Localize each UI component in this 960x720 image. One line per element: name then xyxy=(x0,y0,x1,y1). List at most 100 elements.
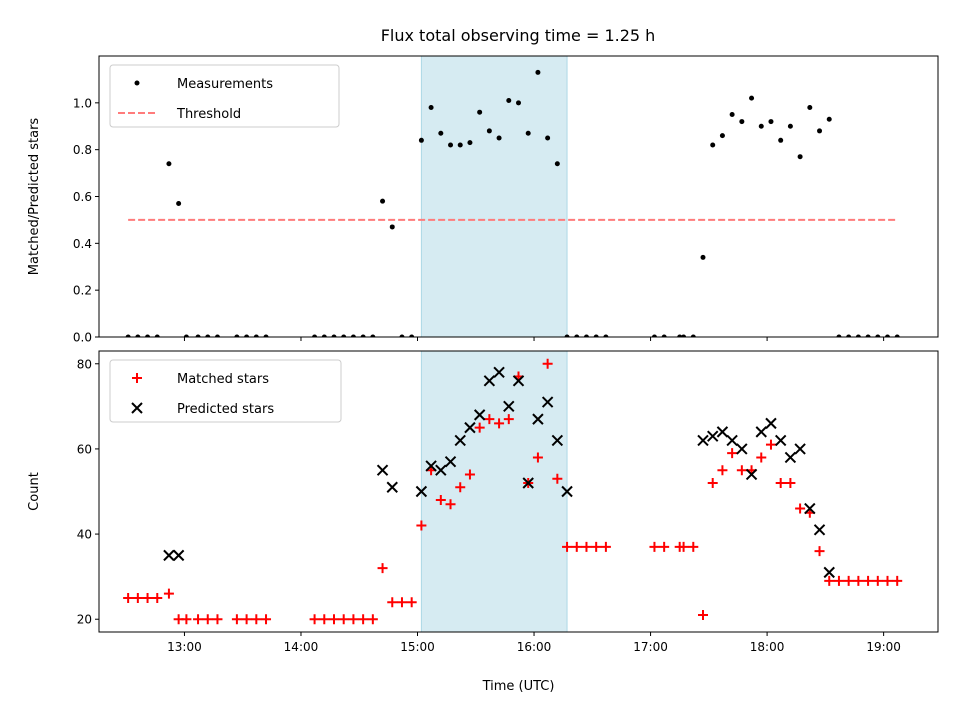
predicted-star-point xyxy=(726,434,738,447)
measurement-point xyxy=(719,133,725,139)
chart-title: Flux total observing time = 1.25 h xyxy=(381,26,656,45)
predicted-star-point xyxy=(551,434,564,447)
measurement-point xyxy=(370,334,376,337)
matched-star-point xyxy=(833,575,844,586)
matched-star-point xyxy=(814,546,825,557)
matched-star-point xyxy=(163,588,174,599)
predicted-star-point xyxy=(163,549,175,562)
measurement-point xyxy=(486,128,492,134)
matched-star-point xyxy=(765,439,776,450)
matched-star-point xyxy=(406,597,417,608)
matched-star-point xyxy=(843,575,854,586)
measurement-point xyxy=(787,123,793,129)
x-axis-label: Time (UTC) xyxy=(482,679,555,694)
measurement-point xyxy=(710,142,716,148)
predicted-star-point xyxy=(503,400,515,413)
matched-star-point xyxy=(532,452,543,463)
measurement-point xyxy=(125,334,131,337)
predicted-star-point xyxy=(697,434,709,447)
predicted-star-point xyxy=(425,460,437,472)
measurement-point xyxy=(677,334,683,337)
matched-star-point xyxy=(727,448,738,459)
matched-star-point xyxy=(328,614,339,625)
measurement-point xyxy=(603,334,609,337)
y-tick-label: 20 xyxy=(77,613,92,627)
measurement-point xyxy=(380,198,386,204)
matched-star-point xyxy=(193,614,204,625)
matched-star-point xyxy=(348,614,359,625)
predicted-star-point xyxy=(716,426,729,438)
y-tick-label: 0.0 xyxy=(73,331,92,345)
y-axis-label: Matched/Predicted stars xyxy=(27,118,42,276)
series-predicted-stars xyxy=(163,366,835,579)
y-tick-label: 80 xyxy=(77,357,92,371)
measurement-point xyxy=(418,137,424,143)
predicted-star-point xyxy=(464,421,476,434)
measurement-point xyxy=(467,140,473,146)
measurement-point xyxy=(234,334,240,337)
matched-star-point xyxy=(445,499,456,510)
matched-star-point xyxy=(123,592,134,603)
measurement-point xyxy=(554,161,560,167)
measurement-point xyxy=(183,334,189,337)
plot-area xyxy=(123,358,903,625)
measurement-point xyxy=(574,334,580,337)
matched-star-point xyxy=(717,465,728,476)
bottom-panel: 20 40 60 80 13:00 14:00 15:00 16:00 17:00 18:00 19… xyxy=(27,350,939,694)
legend: Measurements Threshold xyxy=(109,64,340,128)
measurement-point xyxy=(341,334,347,337)
measurement-point xyxy=(214,334,220,337)
matched-star-point xyxy=(882,575,893,586)
measurement-point xyxy=(739,119,745,125)
measurement-point xyxy=(758,123,764,129)
matched-star-point xyxy=(464,469,475,480)
legend-box xyxy=(109,64,340,128)
measurement-point xyxy=(409,334,415,337)
predicted-star-point xyxy=(473,409,486,421)
legend: Matched stars Predicted stars xyxy=(109,359,342,423)
measurement-point xyxy=(545,135,551,141)
observing-window-band xyxy=(420,350,568,633)
x-tick-label: 17:00 xyxy=(633,640,668,654)
predicted-star-point xyxy=(784,451,797,464)
measurement-point xyxy=(135,334,141,337)
measurement-point xyxy=(321,334,327,337)
matched-star-point xyxy=(707,477,718,488)
predicted-star-point xyxy=(444,455,457,468)
predicted-star-point xyxy=(774,434,787,447)
legend-label: Measurements xyxy=(177,77,273,92)
matched-star-point xyxy=(309,614,320,625)
measurement-point xyxy=(817,128,823,134)
x-tick-label: 14:00 xyxy=(284,640,319,654)
predicted-star-point xyxy=(707,430,719,442)
x-tick-label: 15:00 xyxy=(400,640,435,654)
matched-star-point xyxy=(698,609,709,620)
measurement-point xyxy=(768,119,774,125)
matched-star-point xyxy=(251,614,262,625)
series-matched-stars xyxy=(123,358,903,625)
matched-star-point xyxy=(892,575,903,586)
observing-window-band xyxy=(420,55,568,338)
measurement-point xyxy=(593,334,599,337)
y-tick-label: 1.0 xyxy=(73,96,92,110)
predicted-star-point xyxy=(172,549,185,562)
predicted-star-point xyxy=(435,464,447,476)
matched-star-point xyxy=(132,592,143,603)
matched-star-point xyxy=(396,597,407,608)
predicted-star-point xyxy=(794,443,806,455)
predicted-star-point xyxy=(765,417,777,430)
matched-star-point xyxy=(785,477,796,488)
matched-star-point xyxy=(338,614,349,625)
measurement-point xyxy=(331,334,337,337)
legend-measurements-marker xyxy=(134,80,140,86)
predicted-star-point xyxy=(415,485,428,498)
matched-star-point xyxy=(241,614,252,625)
matched-star-point xyxy=(591,541,602,552)
matched-star-point xyxy=(659,541,670,552)
predicted-star-point xyxy=(512,375,525,387)
predicted-star-point xyxy=(522,477,534,489)
measurement-point xyxy=(855,334,861,337)
measurement-point xyxy=(661,334,667,337)
matched-star-point xyxy=(678,541,689,552)
